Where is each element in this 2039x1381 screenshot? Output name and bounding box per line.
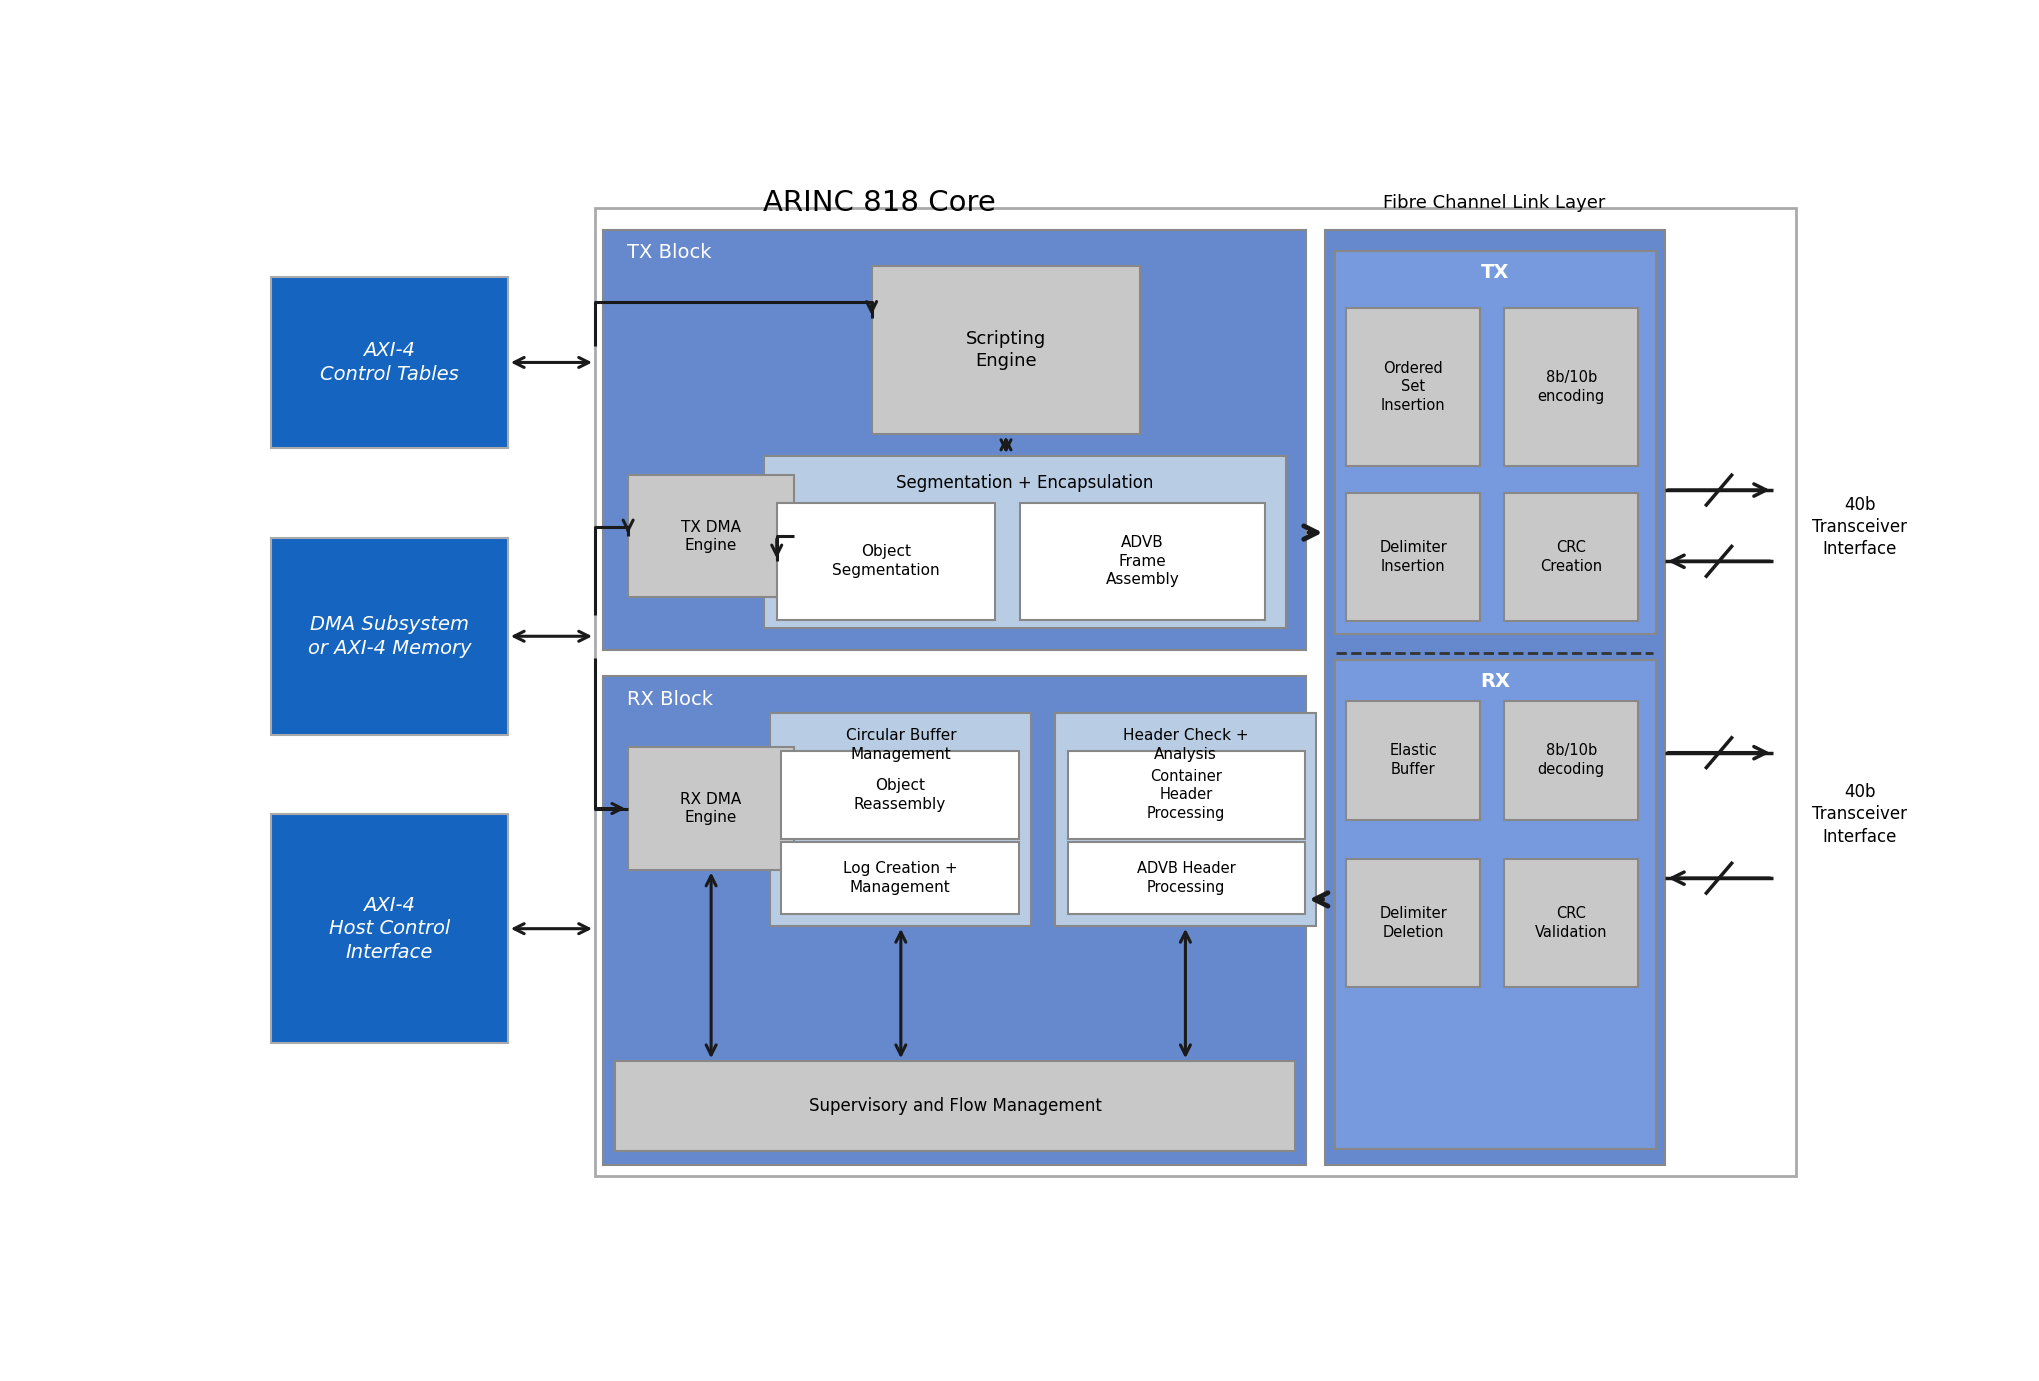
FancyBboxPatch shape <box>1066 842 1305 914</box>
Text: TX: TX <box>1480 262 1509 282</box>
FancyBboxPatch shape <box>1334 660 1656 1149</box>
FancyBboxPatch shape <box>628 747 793 870</box>
FancyBboxPatch shape <box>604 677 1305 1166</box>
FancyBboxPatch shape <box>1503 859 1637 986</box>
Text: 8b/10b
decoding: 8b/10b decoding <box>1537 743 1605 778</box>
FancyBboxPatch shape <box>271 278 508 447</box>
Text: ARINC 818 Core: ARINC 818 Core <box>763 189 995 217</box>
Text: Circular Buffer
Management: Circular Buffer Management <box>844 728 956 762</box>
Text: Ordered
Set
Insertion: Ordered Set Insertion <box>1380 360 1446 413</box>
FancyBboxPatch shape <box>595 209 1796 1177</box>
Text: RX DMA
Engine: RX DMA Engine <box>681 791 742 826</box>
Text: RX Block: RX Block <box>626 690 712 708</box>
FancyBboxPatch shape <box>771 714 1032 927</box>
FancyBboxPatch shape <box>1066 751 1305 838</box>
FancyBboxPatch shape <box>1503 700 1637 820</box>
FancyBboxPatch shape <box>1346 308 1480 465</box>
Text: CRC
Creation: CRC Creation <box>1539 540 1601 574</box>
Text: ADVB Header
Processing: ADVB Header Processing <box>1136 862 1236 895</box>
FancyBboxPatch shape <box>1054 714 1315 927</box>
FancyBboxPatch shape <box>1346 493 1480 621</box>
Text: Container
Header
Processing: Container Header Processing <box>1146 769 1225 820</box>
FancyBboxPatch shape <box>271 539 508 735</box>
FancyBboxPatch shape <box>271 815 508 1043</box>
FancyBboxPatch shape <box>604 229 1305 649</box>
Text: 40b
Transceiver
Interface: 40b Transceiver Interface <box>1811 496 1906 558</box>
FancyBboxPatch shape <box>1020 503 1264 620</box>
FancyBboxPatch shape <box>781 842 1017 914</box>
Text: Header Check +
Analysis: Header Check + Analysis <box>1121 728 1248 762</box>
FancyBboxPatch shape <box>1503 493 1637 621</box>
FancyBboxPatch shape <box>777 503 995 620</box>
Text: TX DMA
Engine: TX DMA Engine <box>681 519 740 554</box>
Text: 40b
Transceiver
Interface: 40b Transceiver Interface <box>1811 783 1906 845</box>
FancyBboxPatch shape <box>616 1061 1295 1152</box>
Text: ADVB
Frame
Assembly: ADVB Frame Assembly <box>1105 536 1179 587</box>
FancyBboxPatch shape <box>628 475 793 598</box>
Text: Fibre Channel Link Layer: Fibre Channel Link Layer <box>1382 193 1605 211</box>
Text: Object
Segmentation: Object Segmentation <box>832 544 940 579</box>
Text: Scripting
Engine: Scripting Engine <box>964 330 1046 370</box>
Text: Segmentation + Encapsulation: Segmentation + Encapsulation <box>895 474 1154 492</box>
Text: CRC
Validation: CRC Validation <box>1533 906 1607 939</box>
Text: 8b/10b
encoding: 8b/10b encoding <box>1537 370 1605 403</box>
Text: Supervisory and Flow Management: Supervisory and Flow Management <box>809 1098 1101 1116</box>
Text: RX: RX <box>1480 673 1509 690</box>
Text: AXI-4
Control Tables: AXI-4 Control Tables <box>320 341 459 384</box>
Text: AXI-4
Host Control
Interface: AXI-4 Host Control Interface <box>328 896 451 961</box>
FancyBboxPatch shape <box>765 456 1285 628</box>
FancyBboxPatch shape <box>1346 859 1480 986</box>
FancyBboxPatch shape <box>781 751 1017 838</box>
Text: Delimiter
Insertion: Delimiter Insertion <box>1378 540 1446 574</box>
FancyBboxPatch shape <box>1325 229 1664 1166</box>
Text: Delimiter
Deletion: Delimiter Deletion <box>1378 906 1446 939</box>
FancyBboxPatch shape <box>1346 700 1480 820</box>
FancyBboxPatch shape <box>1334 251 1656 634</box>
Text: DMA Subsystem
or AXI-4 Memory: DMA Subsystem or AXI-4 Memory <box>308 615 471 657</box>
Text: Elastic
Buffer: Elastic Buffer <box>1389 743 1435 778</box>
FancyBboxPatch shape <box>871 265 1140 434</box>
Text: Object
Reassembly: Object Reassembly <box>854 778 946 812</box>
Text: Log Creation +
Management: Log Creation + Management <box>842 862 956 895</box>
FancyBboxPatch shape <box>1503 308 1637 465</box>
Text: TX Block: TX Block <box>626 243 712 262</box>
